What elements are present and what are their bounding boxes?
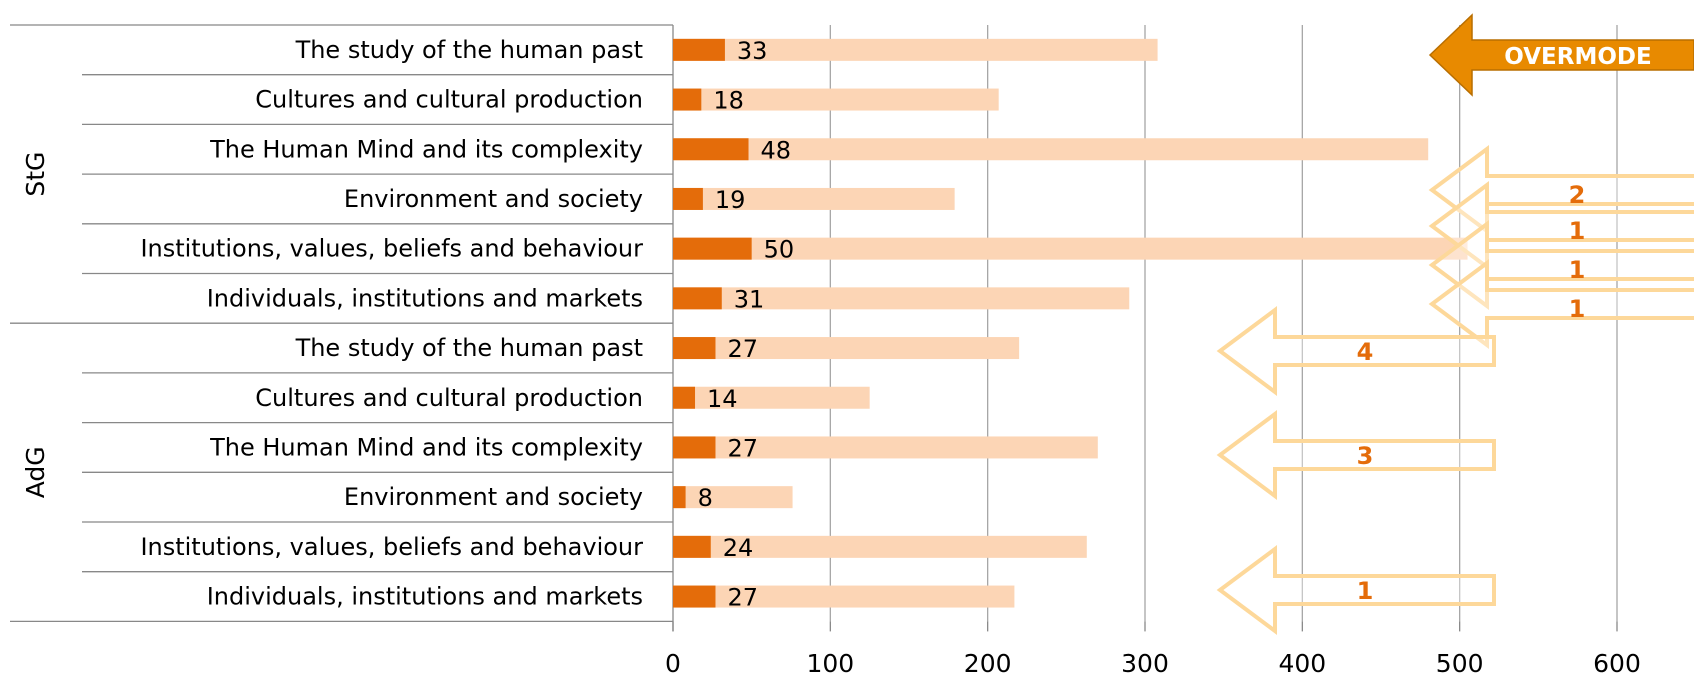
arrow-count-label: 2: [1569, 181, 1586, 209]
category-label: The study of the human past: [295, 334, 643, 362]
category-label: The Human Mind and its complexity: [209, 135, 643, 163]
bar-selected: [673, 38, 725, 61]
bar-selected: [673, 585, 716, 608]
arrow-count-label: 1: [1569, 217, 1586, 245]
bar-total: [673, 88, 999, 111]
data-label: 31: [734, 285, 765, 313]
data-label: 19: [715, 186, 746, 214]
x-tick-label: 200: [964, 649, 1012, 678]
data-label: 8: [698, 484, 713, 512]
bar-total: [673, 287, 1130, 310]
bar-total: [673, 486, 793, 509]
bar-selected: [673, 337, 716, 360]
annotation-arrow: [1428, 259, 1694, 349]
x-tick-label: 500: [1436, 649, 1484, 678]
annotation-arrow: [1428, 220, 1694, 310]
bar-total: [673, 138, 1429, 161]
data-label: 27: [727, 335, 758, 363]
category-label: Environment and society: [344, 483, 643, 511]
overmode-label: OVERMODE: [1504, 44, 1651, 70]
data-label: 14: [707, 385, 738, 413]
arrow-count-label: 4: [1357, 338, 1374, 366]
arrow-count-label: 1: [1569, 295, 1586, 323]
group-label: StG: [21, 152, 50, 197]
data-label: 27: [727, 584, 758, 612]
category-label: Institutions, values, beliefs and behavi…: [140, 235, 643, 263]
bar-selected: [673, 287, 722, 310]
arrow-count-label: 1: [1569, 256, 1586, 284]
bar-selected: [673, 386, 696, 409]
bar-selected: [673, 138, 749, 161]
overmode-arrow: [1428, 13, 1694, 97]
group-label: AdG: [21, 446, 50, 498]
data-label: 48: [761, 136, 792, 164]
x-tick-label: 400: [1278, 649, 1326, 678]
bar-selected: [673, 88, 702, 111]
data-label: 33: [737, 37, 768, 65]
arrow-count-label: 1: [1357, 577, 1374, 605]
x-tick-label: 600: [1593, 649, 1641, 678]
bar-selected: [673, 535, 711, 558]
bar-total: [673, 386, 870, 409]
data-label: 18: [713, 87, 744, 115]
category-label: Institutions, values, beliefs and behavi…: [140, 533, 643, 561]
bar-selected: [673, 486, 686, 509]
bar-selected: [673, 187, 703, 210]
bar-total: [673, 237, 1468, 260]
x-tick-label: 100: [806, 649, 854, 678]
bar-total: [673, 436, 1098, 459]
bar-total: [673, 535, 1087, 558]
bar-total: [673, 585, 1015, 608]
bar-selected: [673, 237, 752, 260]
annotation-arrow: [1216, 410, 1496, 500]
category-label: Cultures and cultural production: [255, 86, 643, 114]
annotation-arrow: [1216, 306, 1496, 396]
data-label: 50: [764, 236, 795, 264]
bar-selected: [673, 436, 716, 459]
category-label: The study of the human past: [295, 36, 643, 64]
category-label: Cultures and cultural production: [255, 384, 643, 412]
bar-total: [673, 187, 955, 210]
bar-total: [673, 38, 1158, 61]
x-tick-label: 0: [665, 649, 681, 678]
category-label: Individuals, institutions and markets: [207, 284, 643, 312]
x-tick-label: 300: [1121, 649, 1169, 678]
data-label: 27: [727, 434, 758, 462]
bar-total: [673, 337, 1020, 360]
category-label: Environment and society: [344, 185, 643, 213]
category-label: Individuals, institutions and markets: [207, 583, 643, 611]
annotation-arrow: [1216, 545, 1496, 635]
category-label: The Human Mind and its complexity: [209, 433, 643, 461]
arrow-count-label: 3: [1357, 442, 1374, 470]
data-label: 24: [723, 534, 754, 562]
